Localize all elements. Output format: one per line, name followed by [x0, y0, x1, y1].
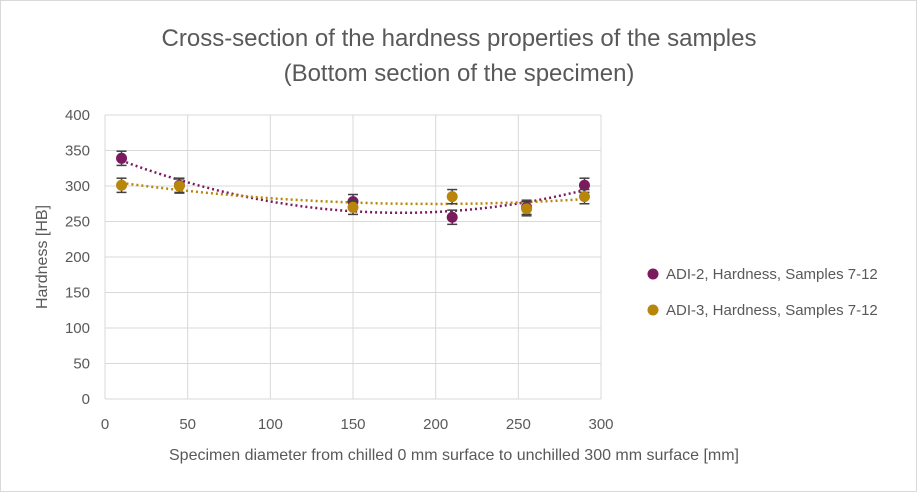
data-points: [116, 150, 590, 226]
data-point-series-2-3: [446, 188, 458, 205]
marker: [173, 180, 185, 192]
y-tick-label-350: 350: [65, 143, 90, 160]
gridlines: [104, 114, 602, 400]
data-point-series-1-3: [446, 209, 458, 226]
trendline-series-1: [121, 159, 585, 215]
legend-marker-series-1: [647, 268, 659, 280]
marker: [521, 203, 533, 215]
marker: [578, 179, 590, 191]
x-tick-label-50: 50: [179, 416, 196, 433]
y-tick-label-400: 400: [65, 107, 90, 124]
x-tick-label-150: 150: [340, 416, 365, 433]
trendlines: [121, 159, 585, 215]
data-point-series-2-4: [521, 200, 533, 217]
legend-label-series-1: ADI-2, Hardness, Samples 7-12: [666, 266, 878, 283]
chart-title: Cross-section of the hardness properties…: [162, 25, 757, 87]
x-tick-label-100: 100: [258, 416, 283, 433]
data-point-series-1-0: [116, 150, 128, 167]
trendline-series-2: [121, 181, 585, 206]
y-tick-label-50: 50: [73, 356, 90, 373]
legend-label-series-2: ADI-3, Hardness, Samples 7-12: [666, 302, 878, 319]
marker: [578, 191, 590, 203]
x-tick-label-250: 250: [506, 416, 531, 433]
tick-labels: 0 50 100 150 200 250 300 350 400 0 50 100 150 200 250 3…: [65, 107, 614, 433]
data-point-series-2-0: [116, 177, 128, 194]
data-point-series-2-5: [578, 188, 590, 205]
y-tick-label-300: 300: [65, 178, 90, 195]
marker: [446, 191, 458, 203]
chart-title-line-2: (Bottom section of the specimen): [284, 60, 635, 87]
y-tick-label-200: 200: [65, 249, 90, 266]
data-point-series-2-1: [173, 178, 185, 194]
x-tick-label-200: 200: [423, 416, 448, 433]
y-tick-label-0: 0: [82, 391, 90, 408]
y-tick-label-250: 250: [65, 214, 90, 231]
y-tick-label-150: 150: [65, 285, 90, 302]
y-tick-label-100: 100: [65, 320, 90, 337]
marker: [446, 211, 458, 223]
x-axis-title: Specimen diameter from chilled 0 mm surf…: [169, 447, 739, 464]
data-point-series-2-2: [347, 199, 359, 216]
x-tick-label-0: 0: [101, 416, 109, 433]
marker: [116, 152, 128, 164]
marker: [116, 179, 128, 191]
chart-title-line-1: Cross-section of the hardness properties…: [162, 25, 757, 52]
y-axis-title: Hardness [HB]: [34, 205, 51, 309]
x-tick-label-300: 300: [588, 416, 613, 433]
legend-marker-series-2: [647, 304, 659, 316]
marker: [347, 201, 359, 213]
legend: ADI-2, Hardness, Samples 7-12 ADI-3, Hard…: [647, 266, 878, 319]
